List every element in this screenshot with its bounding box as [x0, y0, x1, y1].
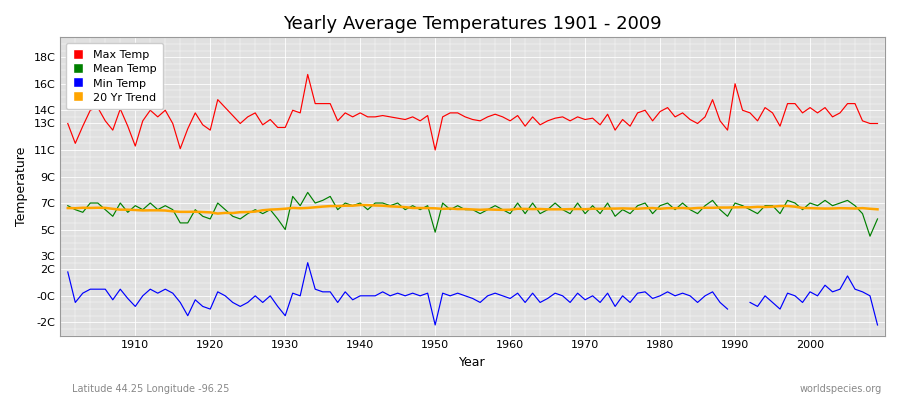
Y-axis label: Temperature: Temperature	[15, 147, 28, 226]
Text: worldspecies.org: worldspecies.org	[800, 384, 882, 394]
Title: Yearly Average Temperatures 1901 - 2009: Yearly Average Temperatures 1901 - 2009	[284, 15, 662, 33]
X-axis label: Year: Year	[459, 356, 486, 369]
Text: Latitude 44.25 Longitude -96.25: Latitude 44.25 Longitude -96.25	[72, 384, 230, 394]
Legend: Max Temp, Mean Temp, Min Temp, 20 Yr Trend: Max Temp, Mean Temp, Min Temp, 20 Yr Tre…	[66, 43, 163, 109]
